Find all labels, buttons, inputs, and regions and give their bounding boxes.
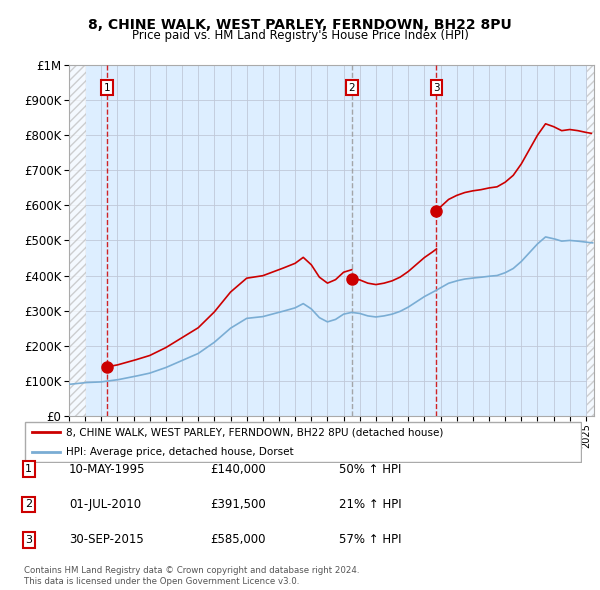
Text: HPI: Average price, detached house, Dorset: HPI: Average price, detached house, Dors…: [66, 447, 293, 457]
Text: £391,500: £391,500: [210, 498, 266, 511]
Text: Price paid vs. HM Land Registry's House Price Index (HPI): Price paid vs. HM Land Registry's House …: [131, 30, 469, 42]
Text: 10-MAY-1995: 10-MAY-1995: [69, 463, 146, 476]
Text: This data is licensed under the Open Government Licence v3.0.: This data is licensed under the Open Gov…: [24, 577, 299, 586]
Text: 01-JUL-2010: 01-JUL-2010: [69, 498, 141, 511]
Text: 3: 3: [25, 535, 32, 545]
Text: 30-SEP-2015: 30-SEP-2015: [69, 533, 144, 546]
Text: £585,000: £585,000: [210, 533, 265, 546]
Text: £140,000: £140,000: [210, 463, 266, 476]
FancyBboxPatch shape: [25, 421, 581, 463]
Text: 1: 1: [104, 83, 110, 93]
Text: Contains HM Land Registry data © Crown copyright and database right 2024.: Contains HM Land Registry data © Crown c…: [24, 566, 359, 575]
Text: 50% ↑ HPI: 50% ↑ HPI: [339, 463, 401, 476]
Text: 1: 1: [25, 464, 32, 474]
Text: 2: 2: [349, 83, 355, 93]
Text: 8, CHINE WALK, WEST PARLEY, FERNDOWN, BH22 8PU (detached house): 8, CHINE WALK, WEST PARLEY, FERNDOWN, BH…: [66, 427, 443, 437]
Text: 2: 2: [25, 500, 32, 509]
Text: 21% ↑ HPI: 21% ↑ HPI: [339, 498, 401, 511]
Text: 8, CHINE WALK, WEST PARLEY, FERNDOWN, BH22 8PU: 8, CHINE WALK, WEST PARLEY, FERNDOWN, BH…: [88, 18, 512, 32]
Text: 57% ↑ HPI: 57% ↑ HPI: [339, 533, 401, 546]
Text: 3: 3: [433, 83, 440, 93]
